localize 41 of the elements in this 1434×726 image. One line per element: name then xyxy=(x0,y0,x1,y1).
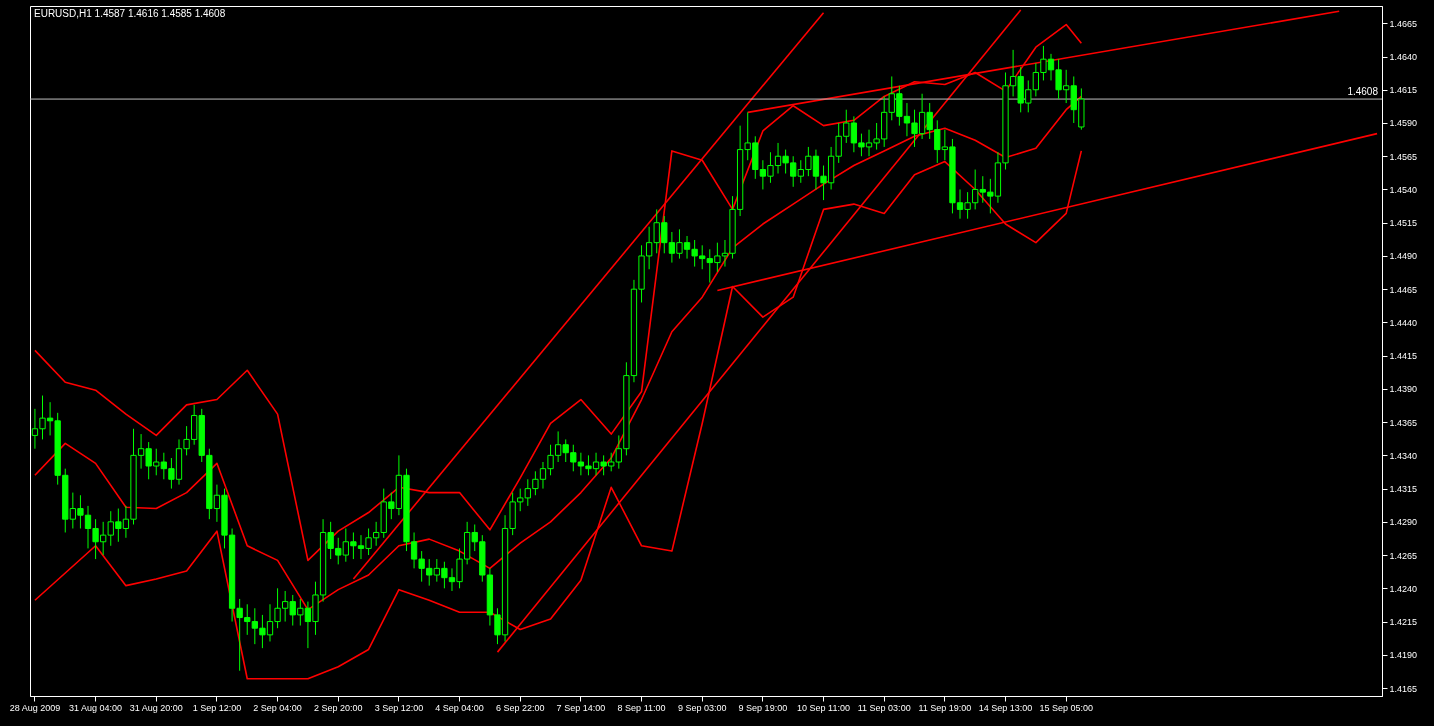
y-tick-label: 1.4490 xyxy=(1389,251,1418,262)
y-tick-label: 1.4340 xyxy=(1389,450,1418,461)
y-tick-label: 1.4515 xyxy=(1389,218,1418,229)
x-tick-label: 11 Sep 03:00 xyxy=(857,702,911,713)
y-tick-label: 1.4640 xyxy=(1389,52,1418,63)
x-tick-label: 4 Sep 04:00 xyxy=(435,702,484,713)
y-tick-label: 1.4615 xyxy=(1389,85,1418,96)
y-tick-label: 1.4215 xyxy=(1389,617,1418,628)
x-tick-label: 9 Sep 19:00 xyxy=(738,702,788,713)
x-tick-label: 11 Sep 19:00 xyxy=(918,702,972,713)
y-tick-label: 1.4365 xyxy=(1389,417,1418,428)
y-tick-label: 1.4540 xyxy=(1389,184,1418,195)
y-tick-label: 1.4665 xyxy=(1389,18,1418,29)
y-tick-label: 1.4190 xyxy=(1389,650,1418,661)
x-tick-label: 2 Sep 04:00 xyxy=(253,702,302,713)
x-tick-label: 15 Sep 05:00 xyxy=(1039,702,1093,713)
x-tick-label: 3 Sep 12:00 xyxy=(374,702,424,713)
x-tick-label: 31 Aug 20:00 xyxy=(129,702,183,713)
y-tick-label: 1.4390 xyxy=(1389,384,1418,395)
x-tick-label: 7 Sep 14:00 xyxy=(556,702,606,713)
x-tick-label: 2 Sep 20:00 xyxy=(313,702,363,713)
x-tick-label: 10 Sep 11:00 xyxy=(797,702,850,713)
y-tick-label: 1.4240 xyxy=(1389,583,1418,594)
x-tick-label: 9 Sep 03:00 xyxy=(677,702,727,713)
y-tick-label: 1.4465 xyxy=(1389,284,1418,295)
ref-line-label: 1.4608 xyxy=(1347,86,1379,98)
x-tick-label: 14 Sep 13:00 xyxy=(978,702,1033,713)
x-tick-label: 31 Aug 04:00 xyxy=(69,702,123,713)
y-tick-label: 1.4565 xyxy=(1389,151,1418,162)
y-tick-label: 1.4415 xyxy=(1389,351,1418,362)
y-tick-label: 1.4165 xyxy=(1389,683,1418,694)
x-tick-label: 6 Sep 22:00 xyxy=(495,702,545,713)
y-tick-label: 1.4315 xyxy=(1389,484,1418,495)
x-tick-label: 28 Aug 2009 xyxy=(9,702,61,713)
y-tick-label: 1.4440 xyxy=(1389,317,1418,328)
chart-title: EURUSD,H1 1.4587 1.4616 1.4585 1.4608 xyxy=(34,8,226,19)
x-tick-label: 1 Sep 12:00 xyxy=(192,702,242,713)
y-tick-label: 1.4590 xyxy=(1389,118,1418,129)
y-tick-label: 1.4290 xyxy=(1389,517,1418,528)
y-tick-label: 1.4265 xyxy=(1389,550,1418,561)
x-tick-label: 8 Sep 11:00 xyxy=(617,702,666,713)
